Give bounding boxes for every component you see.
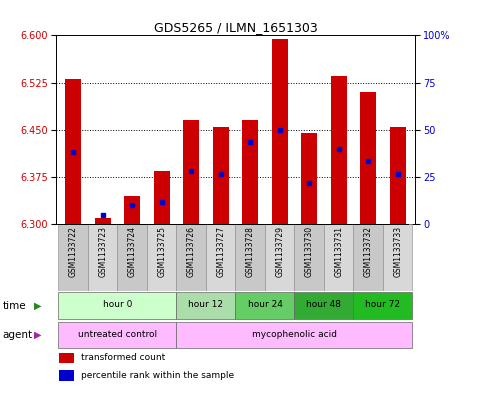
Text: GSM1133728: GSM1133728	[246, 226, 255, 277]
Bar	[383, 224, 412, 291]
Bar	[154, 171, 170, 224]
Text: hour 12: hour 12	[188, 301, 224, 309]
FancyBboxPatch shape	[58, 322, 176, 348]
Bar	[242, 120, 258, 224]
Bar	[295, 224, 324, 291]
FancyBboxPatch shape	[236, 292, 295, 319]
Text: GSM1133725: GSM1133725	[157, 226, 166, 277]
Text: time: time	[2, 301, 26, 310]
Text: hour 48: hour 48	[306, 301, 341, 309]
Text: agent: agent	[2, 330, 32, 340]
Bar	[56, 223, 410, 225]
Title: GDS5265 / ILMN_1651303: GDS5265 / ILMN_1651303	[154, 21, 317, 34]
Bar	[206, 224, 236, 291]
FancyBboxPatch shape	[354, 292, 412, 319]
Bar	[301, 133, 317, 224]
Bar	[213, 127, 229, 224]
Text: GSM1133731: GSM1133731	[334, 226, 343, 277]
Text: transformed count: transformed count	[81, 353, 165, 362]
Text: mycophenolic acid: mycophenolic acid	[252, 330, 337, 339]
Bar	[183, 120, 199, 224]
Bar	[354, 224, 383, 291]
Bar	[58, 224, 88, 291]
Text: GSM1133729: GSM1133729	[275, 226, 284, 277]
Text: percentile rank within the sample: percentile rank within the sample	[81, 371, 234, 380]
Bar	[59, 370, 73, 381]
Bar	[59, 353, 73, 363]
Text: hour 24: hour 24	[247, 301, 283, 309]
Bar	[147, 224, 176, 291]
Bar	[95, 218, 111, 224]
Text: GSM1133726: GSM1133726	[187, 226, 196, 277]
Bar	[324, 224, 354, 291]
Text: GSM1133723: GSM1133723	[98, 226, 107, 277]
Bar	[236, 224, 265, 291]
FancyBboxPatch shape	[176, 322, 412, 348]
Bar	[390, 127, 406, 224]
Text: GSM1133733: GSM1133733	[393, 226, 402, 277]
Text: hour 0: hour 0	[103, 301, 132, 309]
Text: GSM1133722: GSM1133722	[69, 226, 78, 277]
Bar	[330, 76, 347, 224]
Bar	[65, 79, 81, 224]
FancyBboxPatch shape	[176, 292, 236, 319]
Text: GSM1133730: GSM1133730	[305, 226, 313, 277]
Bar	[88, 224, 117, 291]
Bar	[176, 224, 206, 291]
Text: GSM1133724: GSM1133724	[128, 226, 137, 277]
Text: GSM1133727: GSM1133727	[216, 226, 225, 277]
FancyBboxPatch shape	[295, 292, 354, 319]
Text: ▶: ▶	[34, 330, 42, 340]
FancyBboxPatch shape	[58, 292, 176, 319]
Bar	[360, 92, 376, 224]
Text: ▶: ▶	[34, 301, 42, 310]
Text: hour 72: hour 72	[366, 301, 400, 309]
Bar	[271, 39, 288, 224]
Text: untreated control: untreated control	[78, 330, 157, 339]
Bar	[124, 196, 141, 224]
Bar	[265, 224, 295, 291]
Bar	[117, 224, 147, 291]
Text: GSM1133732: GSM1133732	[364, 226, 373, 277]
